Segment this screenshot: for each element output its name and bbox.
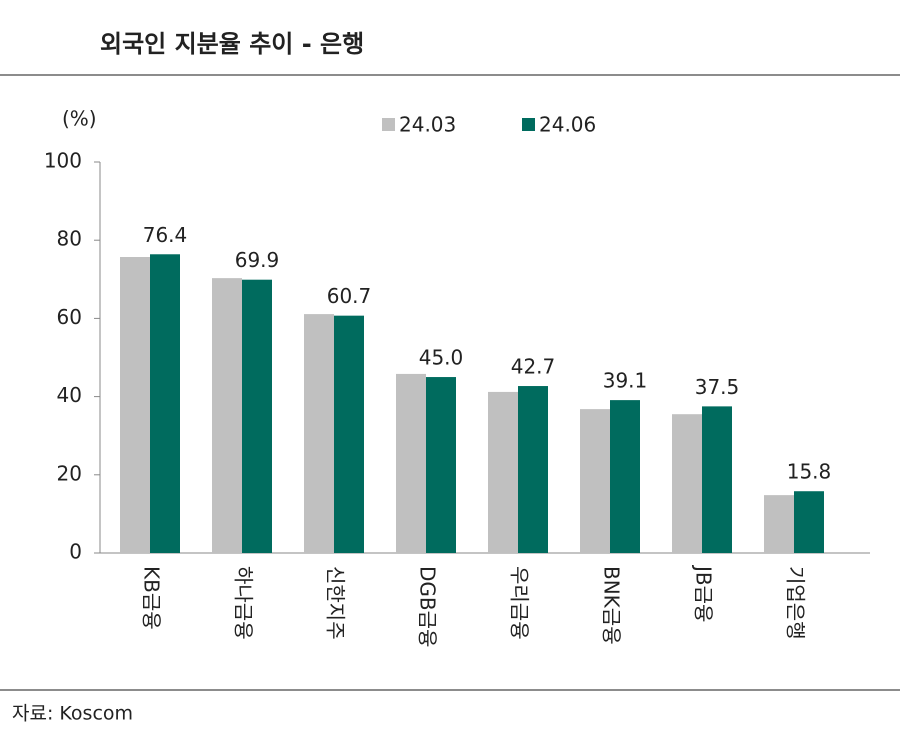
bar (610, 400, 640, 553)
source: 자료: Koscom (12, 703, 133, 725)
legend-label: 24.06 (539, 113, 596, 137)
x-tick-label: 우리금융 (508, 566, 532, 640)
bar (396, 373, 426, 553)
value-label: 45.0 (419, 346, 464, 370)
legend-swatch (522, 118, 535, 131)
y-tick-label: 40 (57, 383, 82, 407)
legend-label: 24.03 (399, 113, 456, 137)
value-label: 60.7 (327, 284, 372, 308)
bar (794, 491, 824, 553)
y-tick-label: 60 (57, 305, 82, 329)
y-tick-label: 0 (69, 540, 82, 564)
y-tick-label: 100 (44, 149, 82, 173)
x-tick-label: JB금융 (692, 564, 716, 622)
bar (242, 279, 272, 553)
legend-swatch (382, 118, 395, 131)
y-tick-label: 20 (57, 461, 82, 485)
x-tick-label: BNK금융 (600, 566, 624, 645)
y-tick-label: 80 (57, 227, 82, 251)
value-label: 37.5 (695, 375, 740, 399)
bar (518, 386, 548, 553)
bar (426, 377, 456, 553)
bar (150, 254, 180, 553)
value-label: 76.4 (143, 223, 188, 247)
x-tick-label: DGB금융 (416, 566, 440, 647)
value-label: 69.9 (235, 248, 280, 272)
bar (702, 406, 732, 553)
bar (672, 414, 702, 553)
x-tick-label: 신한지주 (324, 566, 348, 640)
chart-title: 외국인 지분율 추이 - 은행 (100, 30, 364, 58)
bar (334, 315, 364, 553)
x-tick-label: 하나금융 (232, 566, 256, 640)
bar (212, 278, 242, 553)
unit-label: (%) (62, 107, 97, 131)
bar (304, 314, 334, 553)
bar (764, 495, 794, 553)
bar (120, 257, 150, 553)
value-label: 39.1 (603, 369, 648, 393)
value-label: 15.8 (787, 460, 832, 484)
bar (580, 409, 610, 553)
x-tick-label: KB금융 (140, 566, 164, 630)
x-tick-label: 기업은행 (784, 566, 808, 640)
bar (488, 391, 518, 553)
value-label: 42.7 (511, 355, 556, 379)
